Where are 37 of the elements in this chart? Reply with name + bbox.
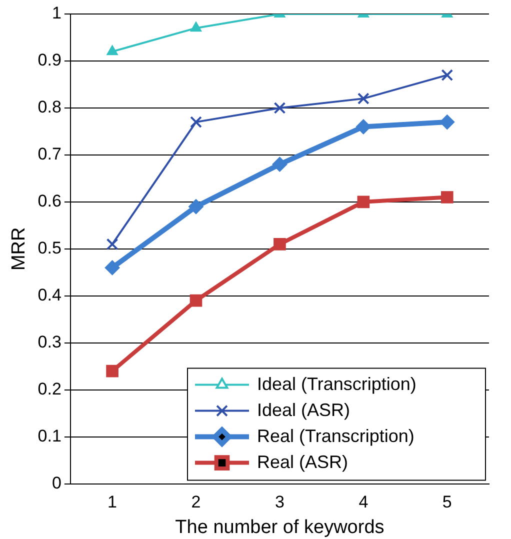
y-tick-label: 0.3 xyxy=(38,332,62,352)
y-tick-label: 0.6 xyxy=(38,192,62,211)
y-tick-label: 1 xyxy=(52,4,62,23)
x-tick-label: 4 xyxy=(358,492,368,512)
y-tick-label: 0.5 xyxy=(38,238,62,258)
point xyxy=(440,191,454,204)
point xyxy=(272,156,288,172)
y-tick-label: 0.7 xyxy=(38,144,62,164)
point xyxy=(106,238,118,250)
point xyxy=(190,116,202,128)
y-tick-label: 0 xyxy=(52,473,62,492)
point xyxy=(106,364,118,378)
y-axis-title: MRR xyxy=(8,227,30,271)
point xyxy=(274,102,286,114)
point xyxy=(357,196,370,208)
x-axis-title: The number of keywords xyxy=(175,516,384,538)
legend-label: Real (ASR) xyxy=(257,452,348,472)
legend-label: Ideal (Transcription) xyxy=(257,374,416,394)
point xyxy=(274,238,286,250)
point xyxy=(441,69,454,82)
x-tick-label: 1 xyxy=(108,492,118,512)
point xyxy=(356,119,371,134)
legend-label: Real (Transcription) xyxy=(257,426,414,446)
y-tick-label: 0.9 xyxy=(38,50,62,70)
y-tick-label: 0.4 xyxy=(38,286,62,305)
point xyxy=(104,260,120,276)
legend-label: Ideal (ASR) xyxy=(257,400,350,420)
point xyxy=(440,114,455,130)
x-tick-label: 5 xyxy=(442,492,452,512)
x-tick-label: 2 xyxy=(191,492,201,512)
point xyxy=(188,199,204,214)
y-tick-label: 0.2 xyxy=(38,380,62,399)
point xyxy=(190,294,202,307)
x-tick-label: 3 xyxy=(274,492,284,512)
point xyxy=(357,92,370,105)
y-tick-label: 0.8 xyxy=(38,98,62,117)
y-tick-label: 0.1 xyxy=(38,426,62,446)
